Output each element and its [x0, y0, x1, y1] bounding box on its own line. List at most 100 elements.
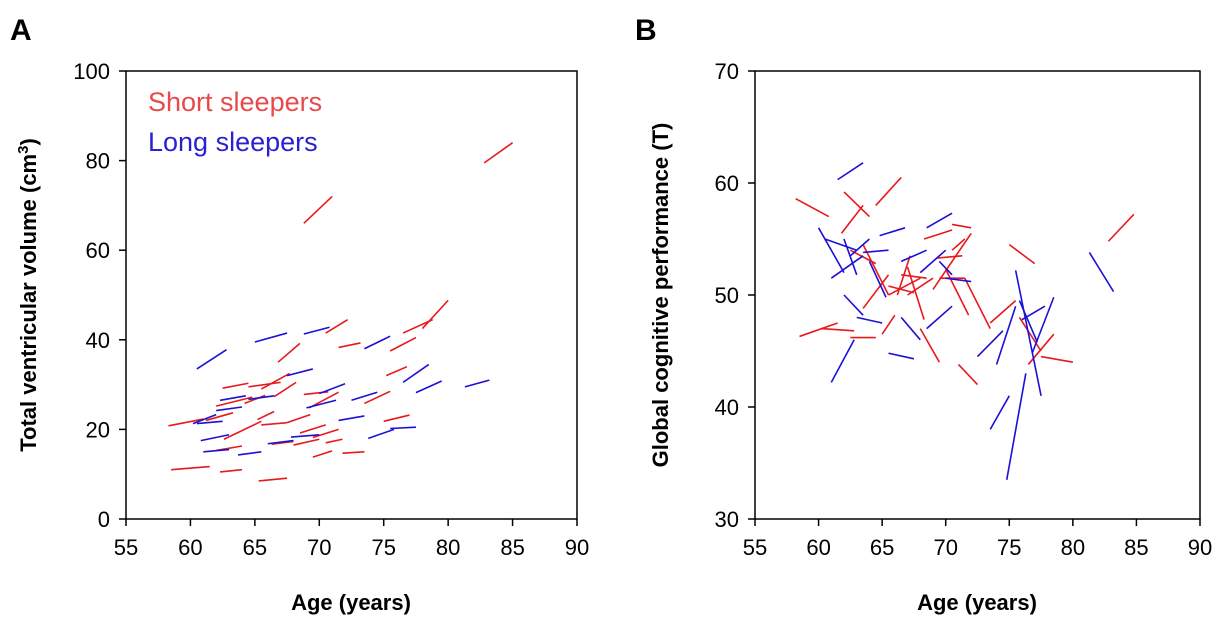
- short-sleeper-segment-a: [325, 318, 349, 334]
- long-sleeper-segment-b: [849, 238, 870, 257]
- short-sleeper-segment-b: [951, 223, 972, 229]
- long-sleeper-segment-b: [830, 339, 855, 383]
- x-tick-label-a: 65: [243, 535, 267, 560]
- short-sleeper-segment-a: [168, 418, 204, 427]
- short-sleeper-segment-a: [421, 299, 449, 330]
- segments-a: [168, 142, 514, 482]
- short-sleeper-segment-a: [273, 381, 297, 398]
- short-sleeper-segment-a: [364, 390, 391, 405]
- x-tick-label-b: 65: [870, 535, 894, 560]
- short-sleeper-segment-a: [312, 450, 333, 458]
- long-sleeper-segment-b: [919, 249, 947, 274]
- short-sleeper-segment-b: [964, 277, 991, 329]
- long-sleeper-segment-b: [843, 294, 864, 316]
- short-sleeper-segment-a: [312, 428, 339, 439]
- long-sleeper-segment-a: [338, 415, 365, 422]
- short-sleeper-segment-a: [338, 342, 361, 349]
- long-sleeper-segment-b: [888, 352, 915, 360]
- long-sleeper-segment-a: [290, 433, 320, 438]
- long-sleeper-segment-a: [196, 420, 223, 425]
- short-sleeper-segment-b: [951, 238, 966, 251]
- short-sleeper-segment-b: [843, 191, 870, 218]
- short-sleeper-segment-a: [271, 440, 294, 445]
- long-sleeper-segment-b: [863, 249, 889, 254]
- short-sleeper-segment-b: [901, 274, 927, 279]
- segments-b: [795, 162, 1135, 480]
- short-sleeper-segment-b: [799, 322, 838, 338]
- long-sleeper-segment-b: [868, 261, 887, 298]
- short-sleeper-segment-b: [907, 277, 934, 296]
- long-sleeper-segment-b: [1014, 270, 1042, 396]
- short-sleeper-segment-b: [888, 277, 921, 296]
- short-sleeper-segment-a: [257, 410, 275, 421]
- x-tick-label-a: 70: [307, 535, 331, 560]
- short-sleeper-segment-a: [223, 420, 262, 440]
- short-sleeper-segment-b: [1018, 316, 1042, 352]
- short-sleeper-segment-a: [260, 372, 291, 390]
- short-sleeper-segment-b: [1040, 355, 1073, 363]
- long-sleeper-segment-a: [267, 439, 294, 445]
- short-sleeper-segment-a: [222, 382, 249, 389]
- short-sleeper-segment-b: [1008, 243, 1036, 265]
- x-axis-label-b: Age (years): [917, 590, 1037, 615]
- short-sleeper-segment-a: [219, 468, 243, 473]
- short-sleeper-segment-b: [862, 244, 890, 296]
- y-tick-label-a: 40: [86, 328, 110, 353]
- y-axis-label-a: Total ventricular volume (cm3): [15, 138, 41, 452]
- long-sleeper-segment-a: [367, 428, 395, 440]
- panel-b: B 55 60 65 70 75 80 85 90 30 40 50 60 70 Age (years)…: [635, 14, 1212, 615]
- panel-a: A 55 60 65 70 75 80 85 90 0 20 40 60 80 100 Short sle…: [10, 14, 589, 615]
- x-tick-label-a: 75: [371, 535, 395, 560]
- short-sleeper-segment-b: [936, 255, 963, 259]
- x-tick-label-b: 75: [997, 535, 1021, 560]
- y-tick-label-b: 40: [715, 395, 739, 420]
- short-sleeper-segment-a: [205, 412, 234, 422]
- y-tick-label-a: 80: [86, 149, 110, 174]
- short-sleeper-segment-a: [385, 365, 408, 377]
- y-tick-label-a: 100: [73, 59, 110, 84]
- x-tick-label-b: 90: [1188, 535, 1212, 560]
- plot-frame-b: [754, 70, 1201, 520]
- short-sleeper-segment-a: [171, 465, 210, 471]
- y-tick-label-b: 50: [715, 283, 739, 308]
- long-sleeper-segment-b: [989, 395, 1010, 430]
- long-sleeper-segment-b: [856, 316, 883, 324]
- long-sleeper-segment-b: [1088, 252, 1115, 293]
- short-sleeper-segment-a: [258, 477, 288, 482]
- long-sleeper-segment-a: [415, 380, 443, 394]
- x-tick-label-b: 60: [806, 535, 830, 560]
- long-sleeper-segment-a: [203, 448, 230, 453]
- short-sleeper-segment-b: [906, 266, 925, 320]
- short-sleeper-segment-a: [293, 438, 320, 446]
- long-sleeper-segment-b: [926, 305, 953, 330]
- long-sleeper-segment-a: [390, 426, 416, 430]
- x-axis-label-a: Age (years): [291, 590, 411, 615]
- short-sleeper-segment-b: [989, 299, 1017, 324]
- x-tick-label-a: 90: [565, 535, 589, 560]
- short-sleeper-segment-b: [944, 268, 970, 316]
- long-sleeper-segment-b: [995, 305, 1017, 365]
- legend-short-sleepers: Short sleepers: [148, 87, 322, 117]
- long-sleeper-segment-b: [817, 227, 845, 273]
- x-tick-label-a: 60: [178, 535, 202, 560]
- short-sleeper-segment-b: [923, 229, 953, 240]
- short-sleeper-segment-a: [277, 342, 301, 363]
- axes-b: 55 60 65 70 75 80 85 90 30 40 50 60 70: [715, 59, 1213, 560]
- long-sleeper-segment-a: [219, 395, 246, 402]
- y-axis-label-b: Global cognitive performance (T): [648, 123, 673, 468]
- long-sleeper-segment-b: [1031, 296, 1055, 354]
- y-tick-label-b: 60: [715, 171, 739, 196]
- long-sleeper-segment-b: [926, 212, 953, 229]
- long-sleeper-segment-b: [830, 255, 864, 279]
- short-sleeper-segment-a: [248, 381, 281, 388]
- long-sleeper-segment-b: [824, 238, 857, 251]
- long-sleeper-segment-b: [1005, 373, 1027, 480]
- x-tick-label-a: 55: [114, 535, 138, 560]
- short-sleeper-segment-a: [286, 413, 311, 424]
- axes-a: 55 60 65 70 75 80 85 90 0 20 40 60 80 100: [73, 59, 589, 560]
- short-sleeper-segment-b: [875, 176, 902, 206]
- short-sleeper-segment-b: [1027, 333, 1055, 365]
- short-sleeper-segment-a: [325, 438, 343, 444]
- y-tick-label-a: 0: [98, 507, 110, 532]
- plot-frame-a: [125, 70, 578, 520]
